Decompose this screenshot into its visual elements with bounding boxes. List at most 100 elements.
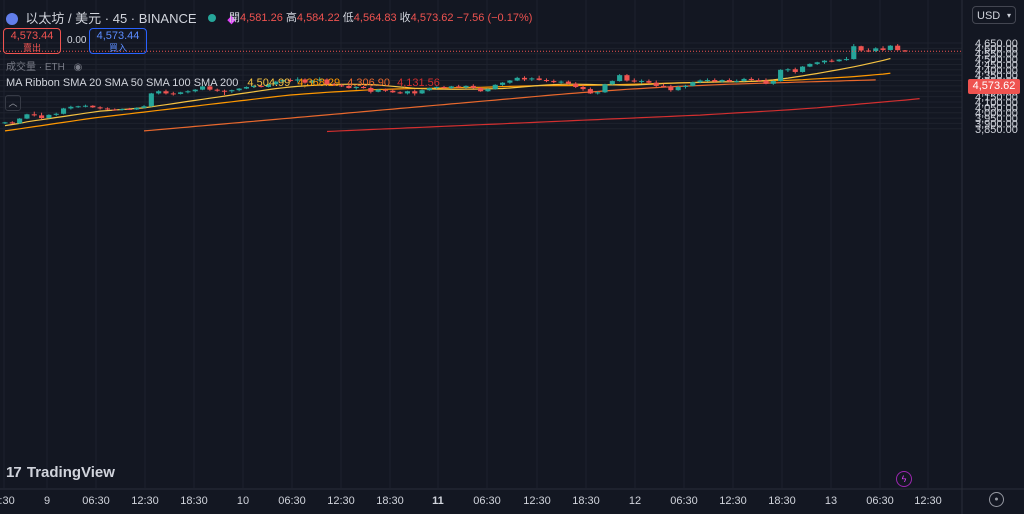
candle-up [273,81,279,85]
candle-down [90,105,96,108]
candle-down [112,109,118,111]
y-tick-label: 3,850.00 [975,124,1018,136]
candle-up [690,82,696,86]
y-tick-label: 4,400.00 [975,65,1018,77]
candle-up [514,77,520,81]
y-tick-label: 3,900.00 [975,118,1018,130]
y-tick-label: 4,600.00 [975,43,1018,55]
candle-up [448,86,454,89]
candle-down [580,86,586,90]
candle-down [97,107,103,109]
candle-up [229,90,235,92]
close-value: 4,573.62 [410,12,454,24]
tradingview-logo-icon: 17 [6,464,22,481]
candle-down [551,81,557,83]
candle-up [492,84,498,90]
symbol-header[interactable]: 以太坊 / 美元 · 45 · BINANCE ◆ [6,8,236,27]
x-tick-label: 12:30 [914,495,942,507]
candle-down [712,79,718,82]
candle-up [185,91,191,93]
volume-indicator[interactable]: 成交量 · ETH ◉ [6,58,82,73]
candle-up [851,46,857,60]
y-tick-label: 4,550.00 [975,49,1018,61]
candle-down [536,78,542,80]
candle-down [543,79,550,82]
collapse-legend-button[interactable]: ︿ [5,95,21,111]
volume-label: 成交量 · ETH [6,62,65,73]
buy-button[interactable]: 4,573.44 買入 [89,28,147,54]
x-tick-label: 13 [825,495,837,507]
candle-up [807,63,813,67]
spread-value: 0.00 [67,35,87,46]
candle-up [719,79,725,82]
candle-up [141,106,147,108]
x-tick-label: 9 [44,495,50,507]
currency-selector[interactable]: USD ▾ [972,6,1016,24]
x-tick-label: 12:30 [719,495,747,507]
candle-down [521,77,528,80]
y-tick-label: 4,150.00 [975,92,1018,104]
candle-up [873,48,879,52]
y-tick-label: 4,500.00 [975,54,1018,66]
x-tick-label: 06:30 [278,495,306,507]
candle-up [434,86,440,89]
candle-down [470,85,476,89]
sma100-line [143,79,876,132]
change-value: −7.56 (−0.17%) [456,12,533,24]
candle-up [500,82,506,85]
settings-icon[interactable]: ◆ [227,14,236,26]
candle-down [653,82,659,86]
tradingview-logo[interactable]: 17 TradingView [6,464,115,481]
x-tick-label: 18:30 [376,495,404,507]
candle-down [163,91,169,94]
candle-up [426,88,432,91]
candle-down [748,78,754,80]
candle-down [368,88,374,92]
sell-button[interactable]: 4,573.44 賣出 [3,28,61,54]
open-label: 開 [229,12,240,24]
candle-up [280,79,286,82]
currency-label: USD [977,10,1001,22]
candle-up [24,114,30,119]
candle-down [895,45,901,51]
candle-down [31,114,37,116]
candle-up [675,86,681,91]
candle-down [104,108,110,110]
gear-icon[interactable]: ● [989,492,1004,507]
sma20-line [4,57,891,127]
candle-up [639,81,645,83]
candle-up [419,90,425,94]
x-tick-label: 18:30 [572,495,600,507]
candle-up [704,79,710,81]
x-tick-label: 06:30 [670,495,698,507]
candle-up [75,106,81,108]
ma-ribbon-legend[interactable]: MA Ribbon SMA 20 SMA 50 SMA 100 SMA 200 … [6,77,440,89]
candle-down [763,80,769,84]
candle-up [46,114,52,119]
candle-up [485,89,491,92]
lightning-icon[interactable]: ϟ [896,471,912,487]
x-tick-label: 18:30 [768,495,796,507]
x-tick-label: 06:30 [82,495,110,507]
chevron-down-icon: ▾ [1006,11,1011,20]
candle-up [68,106,74,109]
candle-up [843,59,850,61]
candle-up [814,62,820,64]
y-tick-label: 4,100.00 [975,97,1018,109]
candle-up [463,85,469,88]
candle-down [324,79,330,85]
candle-up [558,81,564,83]
candle-down [302,79,308,83]
candle-up [741,78,747,82]
y-tick-label: 4,000.00 [975,108,1018,120]
candle-up [200,86,206,90]
candle-down [573,83,579,87]
eye-icon[interactable]: ◉ [73,62,83,73]
candle-up [353,86,359,89]
y-tick-label: 4,050.00 [975,102,1018,114]
buy-price: 4,573.44 [96,30,140,42]
candle-down [346,85,352,89]
sma20-value: 4,504.99 [247,77,291,89]
market-status-icon [207,14,216,22]
candle-down [631,80,637,82]
